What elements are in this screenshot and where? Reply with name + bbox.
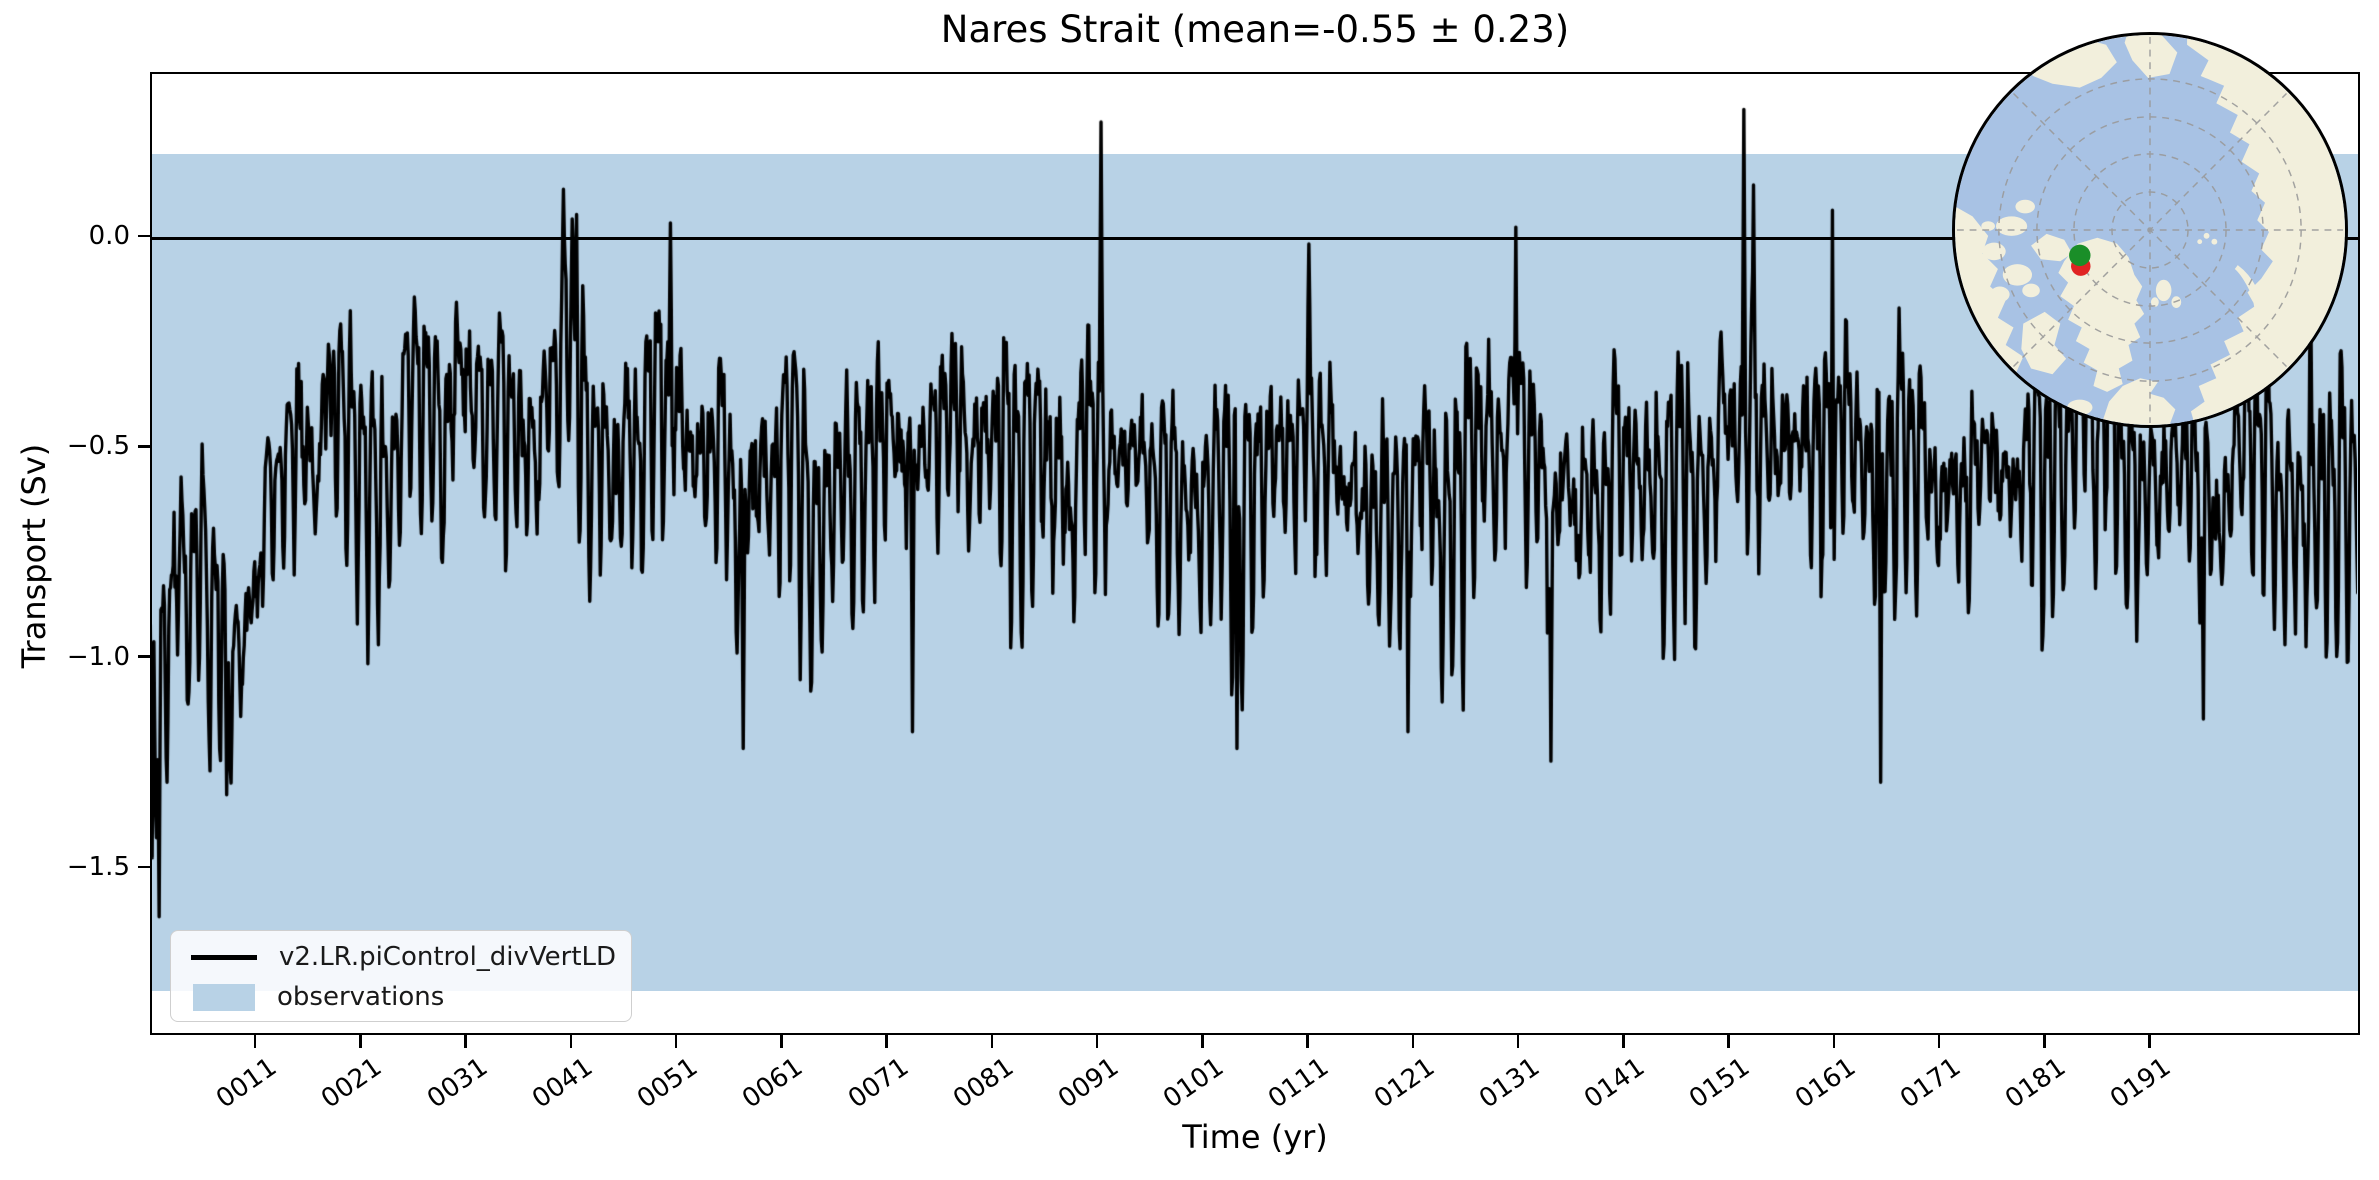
x-tick-label: 0161 bbox=[1789, 1052, 1862, 1115]
x-tick-label: 0091 bbox=[1052, 1052, 1125, 1115]
legend-label-observations: observations bbox=[277, 982, 445, 1012]
map-land bbox=[1955, 35, 2345, 425]
y-tick-mark bbox=[138, 865, 150, 869]
x-tick-mark bbox=[2148, 1035, 2151, 1048]
legend-label-model: v2.LR.piControl_divVertLD bbox=[279, 942, 617, 972]
x-tick-mark bbox=[253, 1035, 257, 1048]
x-tick-mark bbox=[1832, 1035, 1836, 1048]
x-tick-mark bbox=[1306, 1035, 1309, 1048]
x-tick-mark bbox=[1516, 1035, 1520, 1048]
x-tick-mark bbox=[2043, 1035, 2046, 1048]
x-tick-label: 0021 bbox=[316, 1052, 388, 1115]
x-tick-label: 0051 bbox=[631, 1052, 704, 1115]
x-tick-mark bbox=[464, 1035, 467, 1048]
legend-entry-model: v2.LR.piControl_divVertLD bbox=[171, 937, 616, 977]
x-tick-label: 0041 bbox=[526, 1052, 599, 1115]
x-tick-label: 0071 bbox=[842, 1052, 914, 1115]
x-tick-mark bbox=[885, 1035, 888, 1048]
x-tick-label: 0131 bbox=[1473, 1052, 1546, 1115]
y-tick-label: −0.5 bbox=[66, 431, 130, 462]
x-tick-mark bbox=[1201, 1035, 1204, 1048]
x-tick-mark bbox=[990, 1035, 994, 1048]
x-tick-mark bbox=[1937, 1035, 1941, 1048]
x-tick-mark bbox=[1727, 1035, 1730, 1048]
x-tick-mark bbox=[1622, 1035, 1625, 1048]
x-tick-mark bbox=[1411, 1035, 1415, 1048]
y-axis-label: Transport (Sv) bbox=[15, 443, 53, 669]
y-tick-mark bbox=[138, 234, 150, 238]
y-tick-mark bbox=[138, 445, 150, 448]
y-tick-label: −1.0 bbox=[66, 641, 130, 672]
legend-entry-observations: observations bbox=[171, 977, 444, 1017]
legend-line-swatch bbox=[191, 954, 257, 960]
x-tick-label: 0121 bbox=[1368, 1052, 1441, 1115]
x-axis-label: Time (yr) bbox=[1182, 1118, 1328, 1156]
legend: v2.LR.piControl_divVertLD observations bbox=[170, 930, 632, 1022]
x-tick-label: 0151 bbox=[1684, 1052, 1756, 1115]
inset-map bbox=[1952, 32, 2348, 428]
x-tick-mark bbox=[569, 1035, 573, 1048]
x-tick-label: 0171 bbox=[1894, 1052, 1967, 1115]
x-tick-label: 0181 bbox=[2000, 1052, 2072, 1115]
x-tick-label: 0011 bbox=[211, 1052, 283, 1115]
x-tick-mark bbox=[780, 1035, 783, 1048]
x-tick-mark bbox=[359, 1035, 362, 1048]
y-tick-label: −1.5 bbox=[66, 851, 130, 882]
location-marker-green bbox=[2069, 244, 2091, 267]
x-tick-label: 0191 bbox=[2105, 1052, 2177, 1115]
y-tick-mark bbox=[138, 655, 150, 658]
map-graticule bbox=[1956, 36, 2344, 424]
x-tick-label: 0141 bbox=[1579, 1052, 1651, 1115]
x-tick-label: 0101 bbox=[1158, 1052, 1230, 1115]
x-tick-label: 0031 bbox=[421, 1052, 493, 1115]
x-tick-label: 0081 bbox=[947, 1052, 1020, 1115]
chart-title: Nares Strait (mean=-0.55 ± 0.23) bbox=[940, 8, 1570, 51]
x-tick-mark bbox=[674, 1035, 678, 1048]
x-tick-label: 0061 bbox=[737, 1052, 809, 1115]
inset-map-svg bbox=[1955, 35, 2345, 425]
legend-patch-swatch bbox=[193, 983, 255, 1011]
x-tick-label: 0111 bbox=[1263, 1052, 1335, 1115]
y-tick-label: 0.0 bbox=[88, 221, 130, 251]
x-tick-mark bbox=[1095, 1035, 1099, 1048]
